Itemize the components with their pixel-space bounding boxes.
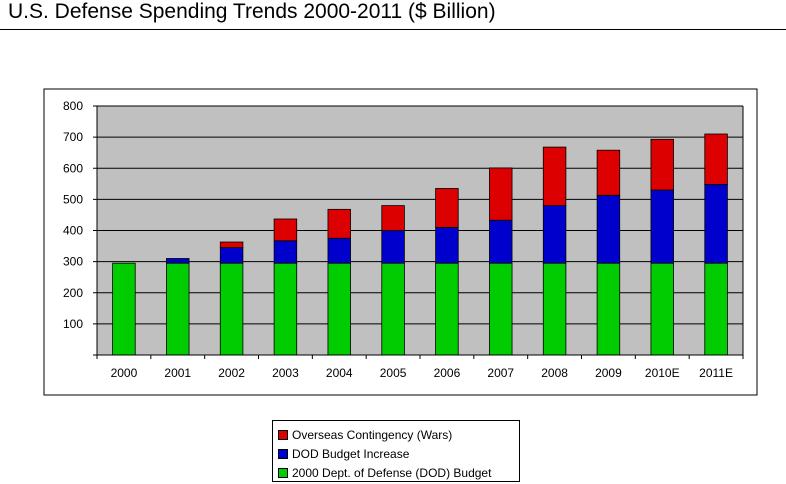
bar-segment-2005-series-0 [381,262,405,356]
x-tick-label: 2009 [595,366,622,380]
bar-segment-2008-series-0 [542,262,567,356]
bar-segment-2010E-series-2 [650,138,674,191]
legend-item-wars: Overseas Contingency (Wars) [278,425,519,444]
bar-segment-2003-series-2 [273,218,298,242]
bar-segment-2011E-series-1 [704,184,728,264]
bar-segment-2005-series-2 [381,205,405,231]
bar-segment-2007-series-1 [489,219,513,264]
bar-segment-2009-series-1 [596,194,621,264]
x-tick-label: 2011E [699,366,733,380]
bar-segment-2002-series-1 [219,247,244,264]
bar-segment-2009-series-2 [596,149,621,196]
bar-segment-2003-series-1 [273,240,298,264]
bar-segment-2006-series-2 [435,188,459,228]
bar-segment-2003-series-0 [273,262,298,356]
legend-swatch-wars [278,429,288,440]
axes [93,105,744,359]
page-title: U.S. Defense Spending Trends 2000-2011 (… [8,0,496,23]
x-tick-label: 2002 [218,366,245,380]
y-tick-label: 400 [63,224,83,238]
bar-segment-2007-series-2 [489,167,513,221]
x-tick-label: 2008 [541,366,568,380]
legend-item-increase: DOD Budget Increase [278,444,519,463]
x-tick-labels: 2000 2001 2002 2003 2004 2005 2006 2007 2008 2009… [111,366,733,380]
bar-segment-2005-series-1 [381,230,405,264]
y-tick-label: 600 [63,161,83,175]
y-tick-label: 800 [63,99,83,113]
bar-segment-2006-series-1 [435,226,459,264]
y-tick-label: 500 [63,192,83,206]
legend-label-increase: DOD Budget Increase [292,446,410,461]
x-tick-label: 2001 [164,366,191,380]
x-tick-label: 2005 [380,366,407,380]
x-tick-label: 2000 [111,366,138,380]
y-tick-label: 300 [63,255,83,269]
bar-segment-2004-series-1 [327,237,351,264]
title-divider [0,29,786,30]
x-tick-label: 2003 [272,366,299,380]
bar-segment-2007-series-0 [489,262,513,356]
legend-label-wars: Overseas Contingency (Wars) [292,427,453,442]
bar-segment-2006-series-0 [435,262,459,356]
legend: Overseas Contingency (Wars) DOD Budget I… [272,420,520,482]
bars [112,133,728,356]
y-tick-label: 100 [63,317,83,331]
legend-swatch-base-budget [278,467,288,478]
y-tick-label: 200 [63,286,83,300]
bar-segment-2008-series-2 [542,146,567,207]
bar-segment-2010E-series-0 [650,262,674,356]
y-tick-label: 700 [63,130,83,144]
bar-segment-2011E-series-0 [704,262,728,356]
legend-item-base-budget: 2000 Dept. of Defense (DOD) Budget [278,463,519,482]
legend-swatch-increase [278,448,288,459]
bar-segment-2010E-series-1 [650,189,674,264]
x-tick-label: 2010E [645,366,680,380]
x-tick-label: 2004 [326,366,353,380]
x-tick-label: 2006 [434,366,461,380]
bar-segment-2004-series-0 [327,262,351,356]
bar-segment-2000-series-0 [112,262,136,356]
x-tick-label: 2007 [487,366,514,380]
bar-segment-2009-series-0 [596,262,621,356]
gridlines [97,105,743,325]
y-tick-labels: 100 200 300 400 500 600 700 800 [63,99,83,331]
bar-segment-2011E-series-2 [704,133,728,185]
bar-segment-2002-series-0 [219,262,244,356]
bar-segment-2008-series-1 [542,205,567,264]
bar-segment-2004-series-2 [327,208,351,239]
bar-segment-2001-series-1 [166,258,190,264]
bar-segment-2002-series-2 [219,241,244,249]
bar-segment-2001-series-0 [166,262,190,356]
legend-label-base-budget: 2000 Dept. of Defense (DOD) Budget [292,465,492,480]
